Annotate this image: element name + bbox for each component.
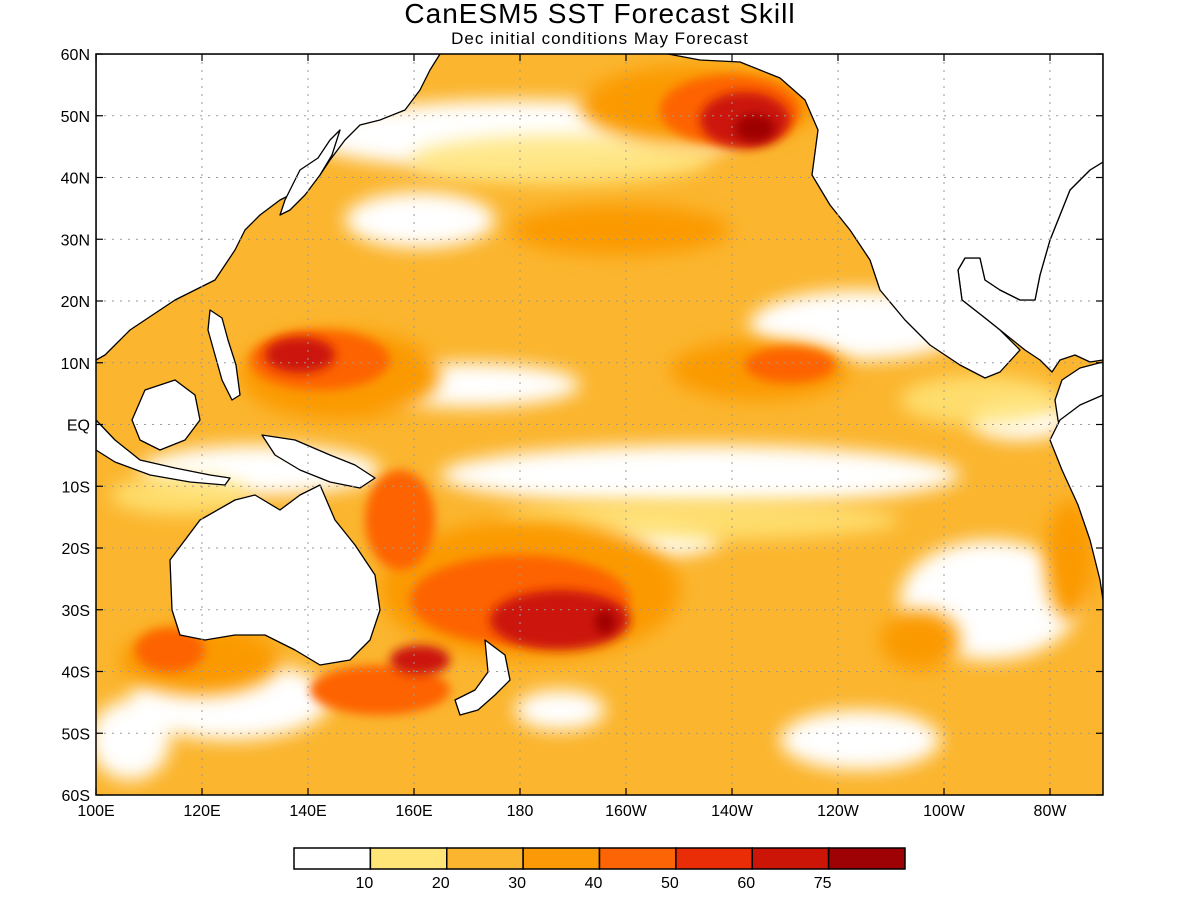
x-tick-label: 100E bbox=[77, 803, 114, 820]
skill-patch bbox=[440, 445, 960, 505]
skill-patch bbox=[595, 610, 615, 634]
x-tick-label: 120E bbox=[183, 803, 220, 820]
legend-swatch bbox=[369, 847, 448, 870]
skill-patch bbox=[365, 470, 435, 570]
legend-swatch bbox=[751, 847, 830, 870]
map-gridlines bbox=[96, 54, 1103, 795]
skill-patch bbox=[265, 337, 335, 373]
land-japan bbox=[279, 129, 341, 216]
x-tick-label: 160W bbox=[605, 803, 648, 820]
skill-patch bbox=[900, 375, 1060, 425]
skill-layer-75-plus bbox=[595, 114, 775, 634]
legend-label: 10 bbox=[355, 875, 373, 892]
skill-patch bbox=[310, 665, 450, 715]
legend-swatch bbox=[598, 847, 677, 870]
x-tick-label: 140E bbox=[289, 803, 326, 820]
legend-swatch bbox=[675, 847, 753, 870]
skill-patch bbox=[780, 710, 940, 770]
color-legend: 10 20 30 40 50 60 75 bbox=[293, 847, 906, 892]
y-tick-label: 10S bbox=[62, 479, 90, 496]
skill-field bbox=[96, 54, 1103, 795]
legend-swatch bbox=[293, 847, 372, 870]
skill-patch bbox=[96, 700, 170, 780]
x-tick-label: 100W bbox=[923, 803, 966, 820]
map-title: CanESM5 SST Forecast Skill bbox=[404, 0, 796, 29]
land-south-america bbox=[1049, 394, 1103, 601]
legend-label: 60 bbox=[737, 875, 755, 892]
land-north-america-west bbox=[667, 54, 1103, 379]
x-tick-label: 180 bbox=[507, 803, 534, 820]
skill-patch bbox=[490, 590, 630, 650]
skill-patch bbox=[1045, 500, 1095, 620]
skill-patch bbox=[515, 690, 605, 730]
skill-patch bbox=[880, 610, 960, 670]
skill-patch bbox=[110, 475, 250, 515]
land-masses bbox=[96, 54, 1103, 716]
land-australia bbox=[169, 484, 381, 666]
legend-label: 50 bbox=[661, 875, 679, 892]
y-tick-label: 30S bbox=[62, 603, 90, 620]
y-tick-label: 50S bbox=[62, 726, 90, 743]
skill-patch bbox=[410, 135, 710, 185]
legend-swatch bbox=[446, 847, 524, 870]
land-philippines bbox=[207, 309, 241, 401]
land-new-guinea bbox=[261, 434, 376, 489]
land-asia bbox=[96, 54, 441, 361]
y-tick-label: 50N bbox=[61, 109, 90, 126]
y-tick-label: 60S bbox=[62, 788, 90, 805]
skill-layer-low bbox=[96, 100, 1080, 780]
y-tick-label: 30N bbox=[61, 232, 90, 249]
land-sumatra-java bbox=[96, 419, 231, 486]
y-tick-label: 40N bbox=[61, 171, 90, 188]
y-tick-label: EQ bbox=[67, 418, 90, 435]
land-borneo bbox=[131, 379, 201, 451]
x-tick-label: 140W bbox=[711, 803, 754, 820]
y-tick-label: 40S bbox=[62, 665, 90, 682]
legend-label: 75 bbox=[814, 875, 832, 892]
x-tick-label: 80W bbox=[1034, 803, 1068, 820]
legend-label: 40 bbox=[585, 875, 603, 892]
skill-patch bbox=[745, 347, 835, 383]
y-tick-label: 20N bbox=[61, 294, 90, 311]
y-tick-label: 60N bbox=[61, 47, 90, 64]
skill-patch bbox=[345, 192, 495, 248]
x-tick-label: 120W bbox=[817, 803, 860, 820]
y-tick-label: 20S bbox=[62, 541, 90, 558]
legend-swatch bbox=[522, 847, 601, 870]
land-new-zealand bbox=[454, 639, 511, 716]
skill-patch bbox=[390, 645, 450, 675]
skill-patch bbox=[735, 114, 775, 142]
map-subtitle: Dec initial conditions May Forecast bbox=[451, 29, 749, 48]
legend-swatch bbox=[827, 847, 906, 870]
x-tick-label: 160E bbox=[395, 803, 432, 820]
legend-label: 30 bbox=[508, 875, 526, 892]
skill-patch bbox=[510, 205, 730, 255]
legend-label: 20 bbox=[432, 875, 450, 892]
map-axes: 100E 120E 140E 160E 180 160W 140W 120W 100W 80W 60… bbox=[61, 47, 1103, 820]
y-tick-label: 10N bbox=[61, 356, 90, 373]
skill-patch bbox=[135, 628, 205, 672]
